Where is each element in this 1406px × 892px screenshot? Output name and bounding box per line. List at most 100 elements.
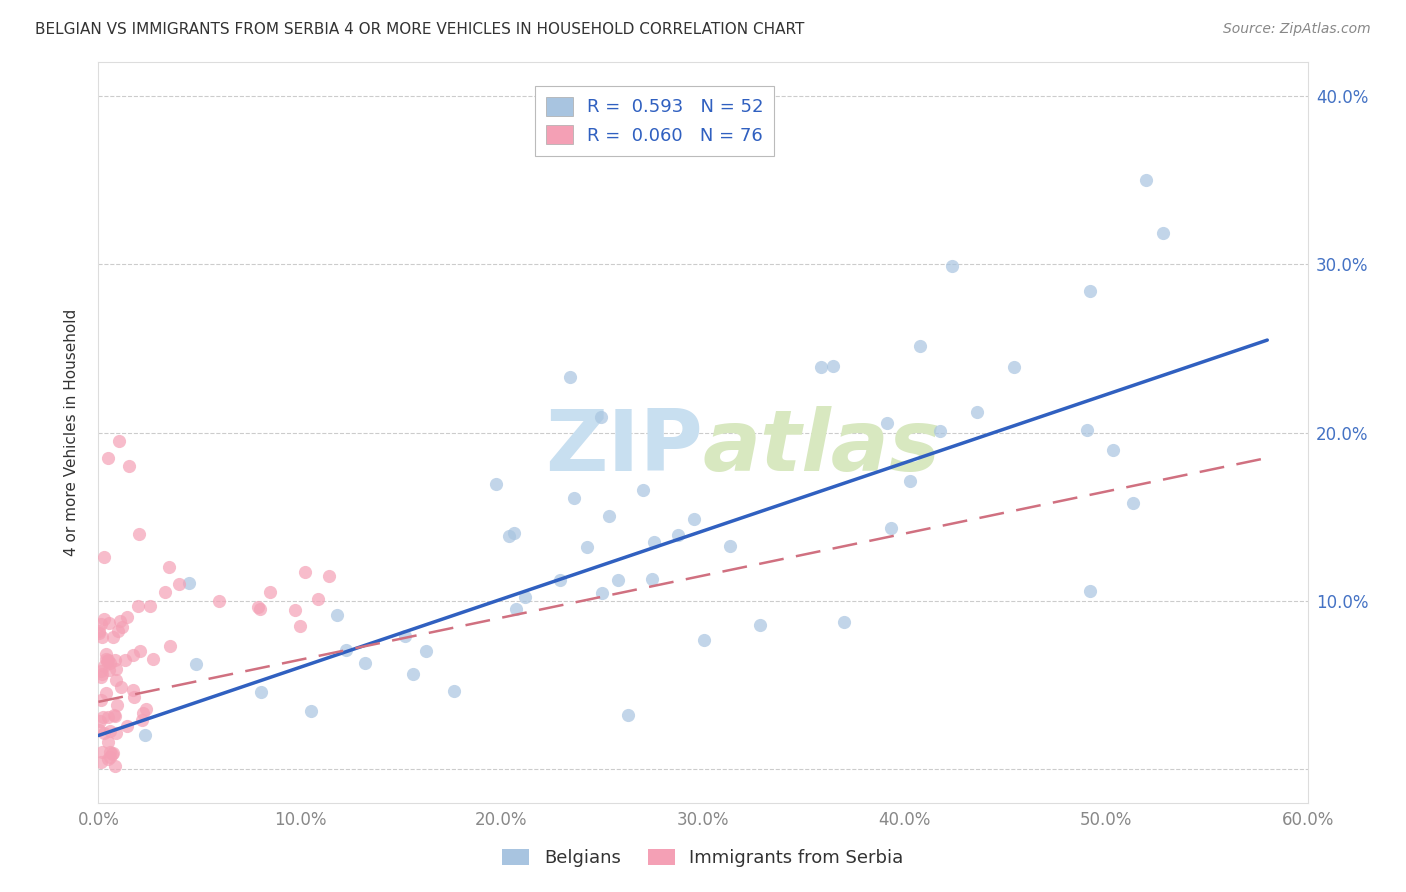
Point (105, 698, 128, 712)
Point (127, 599, 149, 613)
Point (1152, 226, 1174, 240)
Point (503, 526, 526, 541)
Point (591, 586, 613, 600)
Point (135, 702, 157, 716)
Point (941, 259, 963, 273)
Point (153, 584, 176, 599)
Point (167, 577, 190, 591)
Point (558, 370, 581, 384)
Point (87, 626, 110, 640)
Point (1078, 284, 1101, 298)
Point (91, 710, 114, 724)
Point (104, 662, 127, 676)
Point (89, 624, 111, 639)
Point (208, 594, 231, 608)
Point (1122, 495, 1144, 509)
Point (299, 704, 322, 718)
Point (353, 656, 375, 670)
Point (122, 690, 145, 705)
Point (484, 476, 506, 491)
Point (591, 409, 613, 424)
Point (98, 724, 121, 739)
Point (1135, 173, 1157, 187)
Point (97, 752, 120, 766)
Point (284, 602, 307, 616)
Text: ZIP: ZIP (546, 406, 703, 489)
Point (249, 684, 271, 698)
Point (631, 483, 654, 497)
Point (402, 667, 425, 681)
Point (607, 574, 630, 588)
Point (598, 509, 620, 524)
Point (876, 416, 898, 430)
Point (288, 619, 311, 633)
Point (93, 612, 115, 626)
Point (94, 685, 117, 699)
Point (104, 653, 127, 667)
Point (110, 680, 132, 694)
Y-axis label: 4 or more Vehicles in Household: 4 or more Vehicles in Household (65, 309, 79, 557)
Point (121, 648, 143, 662)
Point (90, 693, 112, 707)
Point (718, 539, 741, 553)
Point (1078, 583, 1101, 598)
Text: atlas: atlas (703, 406, 941, 489)
Point (96, 654, 118, 668)
Point (562, 491, 585, 505)
Point (832, 615, 855, 629)
Point (749, 618, 772, 632)
Legend: R =  0.593   N = 52, R =  0.060   N = 76: R = 0.593 N = 52, R = 0.060 N = 76 (534, 87, 775, 156)
Point (318, 568, 340, 582)
Point (97, 734, 120, 748)
Point (90, 756, 112, 770)
Point (103, 707, 125, 722)
Point (104, 759, 127, 773)
Point (575, 540, 598, 554)
Point (394, 629, 416, 643)
Point (326, 608, 349, 623)
Point (98, 616, 121, 631)
Point (1076, 424, 1098, 438)
Point (498, 529, 520, 543)
Point (98, 656, 121, 670)
Point (643, 535, 665, 549)
Point (128, 526, 150, 541)
Point (111, 620, 134, 634)
Point (617, 708, 640, 723)
Point (294, 565, 316, 579)
Point (131, 713, 153, 727)
Point (97, 663, 120, 677)
Point (90, 617, 112, 632)
Point (93, 659, 115, 673)
Point (93, 725, 115, 739)
Point (90, 630, 112, 644)
Point (247, 599, 270, 614)
Point (134, 729, 156, 743)
Point (139, 599, 162, 613)
Point (548, 573, 571, 587)
Point (928, 424, 950, 438)
Point (89, 714, 111, 728)
Point (98, 749, 121, 764)
Text: BELGIAN VS IMMIGRANTS FROM SERBIA 4 OR MORE VEHICLES IN HOUSEHOLD CORRELATION CH: BELGIAN VS IMMIGRANTS FROM SERBIA 4 OR M… (35, 22, 804, 37)
Point (96, 648, 118, 662)
Point (104, 709, 127, 723)
Point (101, 747, 124, 762)
Point (101, 630, 124, 644)
Point (693, 633, 716, 648)
Point (810, 360, 832, 375)
Point (1102, 442, 1125, 457)
Point (641, 572, 664, 586)
Point (115, 610, 138, 624)
Point (90, 666, 112, 681)
Point (107, 624, 129, 638)
Legend: Belgians, Immigrants from Serbia: Belgians, Immigrants from Serbia (495, 841, 911, 874)
Point (823, 359, 845, 373)
Point (184, 657, 207, 671)
Point (142, 652, 165, 666)
Point (94, 652, 117, 666)
Point (443, 684, 465, 698)
Point (177, 575, 200, 590)
Text: Source: ZipAtlas.com: Source: ZipAtlas.com (1223, 22, 1371, 37)
Point (682, 511, 704, 525)
